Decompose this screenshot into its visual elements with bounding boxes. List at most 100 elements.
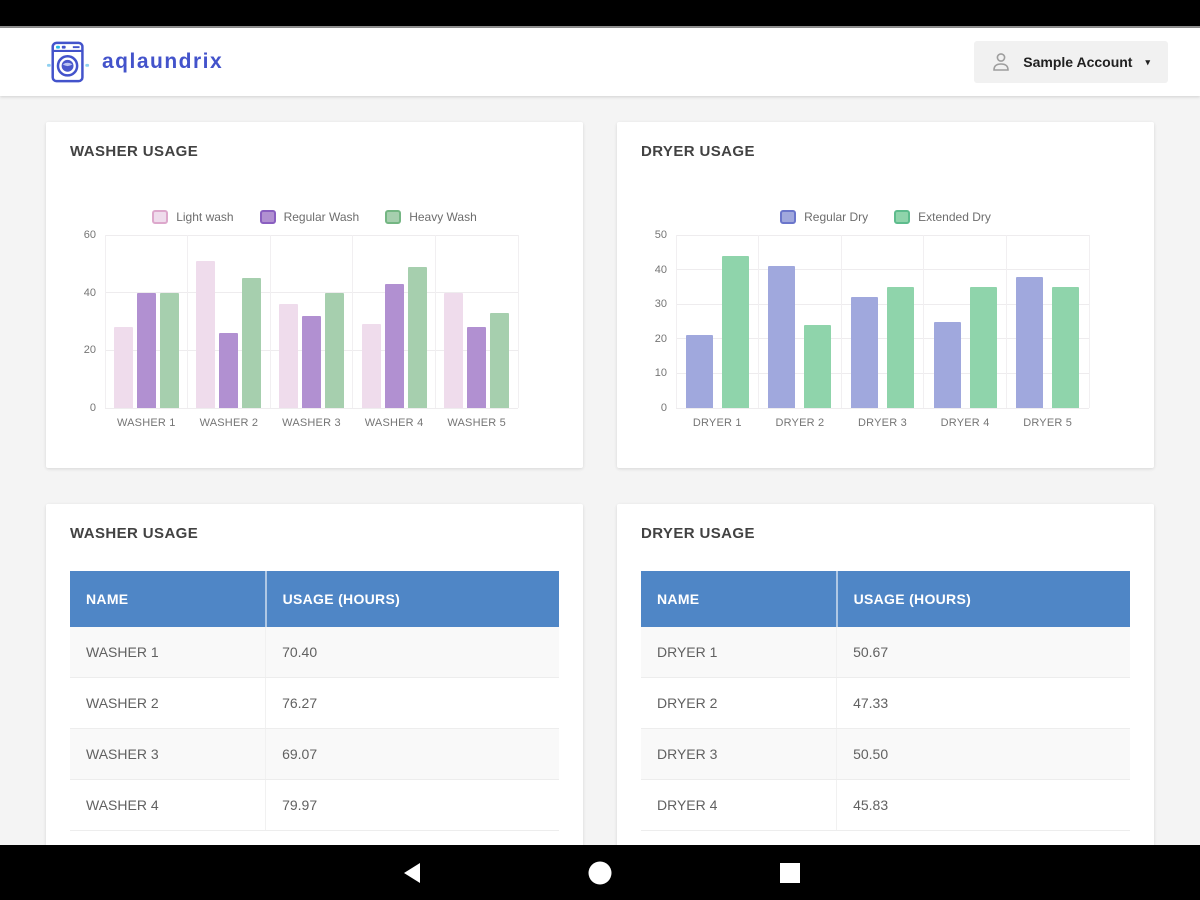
bar-regular-wash-washer-5[interactable] xyxy=(467,327,487,408)
y-axis-tick: 10 xyxy=(654,367,667,380)
horizontal-gridline xyxy=(676,269,1089,271)
x-axis-label: DRYER 4 xyxy=(940,417,990,429)
bar-regular-wash-washer-3[interactable] xyxy=(301,315,321,408)
washing-machine-icon xyxy=(46,39,92,85)
vertical-gridline xyxy=(758,235,760,408)
bar-heavy-wash-washer-3[interactable] xyxy=(324,292,344,408)
y-axis: 50 40 30 20 10 0 xyxy=(641,229,676,414)
bar-heavy-wash-washer-5[interactable] xyxy=(490,312,510,408)
dryer-usage-table-card: DRYER USAGE NAME USAGE (HOURS) DRYER 1 50.6… xyxy=(617,504,1154,900)
bar-light-wash-washer-4[interactable] xyxy=(361,324,381,408)
bar-heavy-wash-washer-4[interactable] xyxy=(407,266,427,408)
washer-chart-title: WASHER USAGE xyxy=(70,143,199,160)
chevron-down-icon: ▾ xyxy=(1145,56,1150,67)
y-axis-tick: 30 xyxy=(654,298,667,311)
bar-extended-dry-dryer-4[interactable] xyxy=(969,286,997,408)
bar-extended-dry-dryer-3[interactable] xyxy=(886,286,914,408)
bar-light-wash-washer-1[interactable] xyxy=(113,327,133,408)
table-row: WASHER 4 79.97 xyxy=(70,779,559,831)
home-icon[interactable] xyxy=(588,861,612,884)
legend-label: Light wash xyxy=(176,210,234,224)
bar-regular-wash-washer-2[interactable] xyxy=(219,333,239,408)
x-axis-label: DRYER 3 xyxy=(858,417,907,429)
horizontal-gridline xyxy=(105,292,518,294)
washer-usage-chart-card: WASHER USAGE Light wash Regular Wash Heavy… xyxy=(46,122,583,468)
table-row: DRYER 2 47.33 xyxy=(641,677,1130,729)
android-navigation-bar xyxy=(0,845,1200,900)
horizontal-gridline xyxy=(676,234,1089,236)
dryer-usage-chart: Regular Dry Extended Dry 50 40 30 20 10 0 DRYER … xyxy=(641,210,1130,429)
bar-light-wash-washer-2[interactable] xyxy=(196,260,216,408)
bar-extended-dry-dryer-5[interactable] xyxy=(1052,286,1080,408)
bar-extended-dry-dryer-2[interactable] xyxy=(804,324,832,408)
dryer-usage-chart-card: DRYER USAGE Regular Dry Extended Dry 50 40 3… xyxy=(617,122,1154,468)
y-axis-tick: 0 xyxy=(89,402,96,414)
table-cell: DRYER 3 xyxy=(641,728,838,780)
table-header: NAME USAGE (HOURS) xyxy=(70,571,559,627)
chart-legend: Regular Dry Extended Dry xyxy=(641,210,1130,224)
bar-light-wash-washer-5[interactable] xyxy=(444,292,464,408)
horizontal-gridline xyxy=(676,407,1089,409)
vertical-gridline xyxy=(1005,235,1007,408)
horizontal-gridline xyxy=(105,407,518,409)
legend-swatch-icon xyxy=(259,210,276,224)
legend-item-heavy-wash[interactable]: Heavy Wash xyxy=(385,210,477,224)
table-cell: WASHER 2 xyxy=(70,677,267,729)
x-axis-label: DRYER 1 xyxy=(692,417,742,429)
bar-regular-wash-washer-1[interactable] xyxy=(136,292,156,408)
recents-icon[interactable] xyxy=(780,862,800,883)
washer-usage-table: NAME USAGE (HOURS) WASHER 1 70.40 WASHER 2 76… xyxy=(70,571,559,831)
bar-regular-dry-dryer-4[interactable] xyxy=(933,321,961,408)
column-header: USAGE (HOURS) xyxy=(836,571,1130,627)
washer-table-title: WASHER USAGE xyxy=(70,525,199,542)
bar-regular-wash-washer-4[interactable] xyxy=(384,284,404,408)
table-cell: DRYER 4 xyxy=(641,779,838,831)
table-cell: 50.67 xyxy=(836,627,1130,678)
washer-usage-chart: Light wash Regular Wash Heavy Wash 60 40 20 0 W… xyxy=(70,210,559,429)
legend-item-light-wash[interactable]: Light wash xyxy=(152,210,234,224)
table-cell: 50.50 xyxy=(836,728,1130,780)
dashboard-content: WASHER USAGE Light wash Regular Wash Heavy… xyxy=(0,96,1200,900)
table-cell: 70.40 xyxy=(265,627,559,678)
table-cell: 76.27 xyxy=(265,677,559,729)
x-axis-label: WASHER 4 xyxy=(364,417,424,429)
legend-label: Regular Wash xyxy=(283,210,360,224)
table-header-row: NAME USAGE (HOURS) xyxy=(70,571,559,627)
bar-extended-dry-dryer-1[interactable] xyxy=(721,255,749,408)
legend-swatch-icon xyxy=(152,210,169,224)
account-dropdown-button[interactable]: Sample Account ▾ xyxy=(974,41,1168,83)
table-body: WASHER 1 70.40 WASHER 2 76.27 WASHER 3 69.07 W… xyxy=(70,627,559,831)
bar-regular-dry-dryer-1[interactable] xyxy=(685,335,713,408)
column-header: NAME xyxy=(641,571,838,627)
chart-plot-area: 60 40 20 0 xyxy=(70,229,519,414)
table-cell: WASHER 3 xyxy=(70,728,267,780)
bar-regular-dry-dryer-3[interactable] xyxy=(850,297,878,408)
legend-item-extended-dry[interactable]: Extended Dry xyxy=(894,210,991,224)
bar-group-washer-2 xyxy=(188,235,271,408)
bar-groups xyxy=(105,235,518,408)
legend-item-regular-wash[interactable]: Regular Wash xyxy=(259,210,360,224)
bar-light-wash-washer-3[interactable] xyxy=(278,304,298,408)
legend-item-regular-dry[interactable]: Regular Dry xyxy=(780,210,868,224)
x-axis-label: WASHER 3 xyxy=(282,417,341,429)
table-header-row: NAME USAGE (HOURS) xyxy=(641,571,1130,627)
bar-regular-dry-dryer-5[interactable] xyxy=(1016,276,1044,408)
account-label: Sample Account xyxy=(1023,54,1133,70)
x-axis: DRYER 1 DRYER 2 DRYER 3 DRYER 4 DRYER 5 xyxy=(676,417,1089,429)
vertical-gridline xyxy=(269,235,271,408)
x-axis: WASHER 1 WASHER 2 WASHER 3 WASHER 4 WASHER 5 xyxy=(105,417,518,429)
bar-heavy-wash-washer-1[interactable] xyxy=(159,292,179,408)
legend-swatch-icon xyxy=(780,210,797,224)
dryer-chart-title: DRYER USAGE xyxy=(641,143,755,160)
brand-logo[interactable]: aqlaundrix xyxy=(46,39,223,85)
back-icon[interactable] xyxy=(404,862,420,883)
bar-heavy-wash-washer-2[interactable] xyxy=(242,278,262,408)
y-axis-tick: 50 xyxy=(654,229,667,241)
legend-swatch-icon xyxy=(385,210,402,224)
bar-groups xyxy=(676,235,1089,408)
bar-regular-dry-dryer-2[interactable] xyxy=(768,266,796,408)
table-cell: 47.33 xyxy=(836,677,1130,729)
y-axis-tick: 40 xyxy=(654,263,667,276)
bar-group-dryer-4 xyxy=(924,235,1007,408)
table-header: NAME USAGE (HOURS) xyxy=(641,571,1130,627)
